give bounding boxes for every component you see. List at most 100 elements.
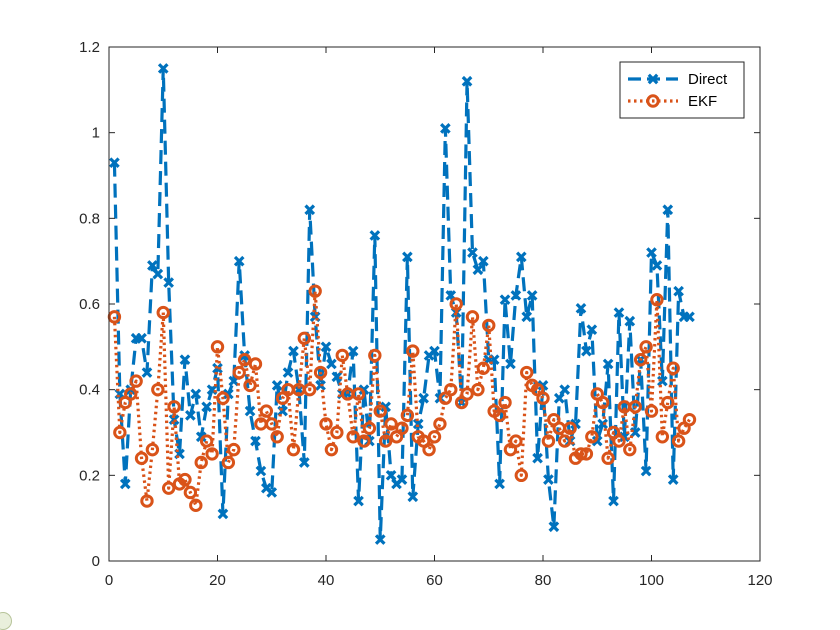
- series-ekf: [107, 284, 697, 513]
- data-point-ekf: [536, 391, 550, 405]
- data-point-direct: [624, 315, 636, 327]
- data-point-ekf: [406, 344, 420, 358]
- data-point-ekf: [346, 430, 360, 444]
- data-point-direct: [559, 384, 571, 395]
- x-tick-label: 80: [535, 572, 552, 589]
- legend-label-ekf: EKF: [688, 93, 717, 110]
- data-point-ekf: [259, 404, 274, 418]
- data-point-direct: [461, 75, 473, 87]
- data-point-direct-stroke-b: [597, 418, 609, 430]
- data-point-ekf: [520, 365, 534, 380]
- data-point-ekf: [509, 434, 523, 448]
- data-point-ekf: [248, 357, 263, 371]
- data-point-direct-stroke-b: [543, 474, 554, 485]
- data-point-direct-stroke-b: [440, 123, 451, 134]
- data-point-direct-stroke-b: [505, 358, 516, 370]
- y-tick-label: 1: [92, 125, 100, 142]
- data-point-direct-stroke-b: [396, 474, 408, 485]
- data-point-ekf: [232, 365, 246, 380]
- data-point-direct: [223, 388, 234, 400]
- series-line-ekf: [112, 289, 691, 507]
- series-direct: [109, 63, 695, 545]
- data-point-direct-stroke-b: [537, 380, 549, 391]
- legend-item-ekf: EKF: [628, 93, 717, 110]
- data-point-direct-stroke-b: [163, 277, 175, 288]
- data-point-direct: [255, 465, 267, 477]
- data-point-ekf: [655, 430, 670, 444]
- data-point-ekf: [303, 382, 317, 397]
- data-point-direct-stroke-b: [147, 260, 158, 271]
- data-point-ekf: [156, 305, 170, 320]
- data-point-ekf: [682, 412, 697, 427]
- data-point-direct-stroke-b: [288, 345, 299, 357]
- data-point-ekf: [124, 387, 138, 401]
- data-point-direct-stroke-b: [282, 367, 294, 378]
- data-point-direct: [347, 345, 359, 357]
- data-point-direct-stroke-b: [559, 384, 571, 395]
- data-point-direct-stroke-b: [667, 474, 679, 485]
- data-point-direct: [320, 341, 332, 353]
- data-point-ekf: [373, 404, 387, 418]
- data-point-direct-stroke-b: [575, 302, 587, 314]
- data-point-direct: [201, 401, 212, 413]
- data-point-direct-stroke-b: [494, 478, 505, 490]
- data-point-direct: [684, 311, 695, 323]
- data-point-direct-stroke-b: [152, 268, 164, 280]
- data-point-ekf: [612, 434, 626, 448]
- data-point-direct-stroke-b: [374, 534, 386, 545]
- data-point-ekf: [189, 498, 203, 513]
- data-point-ekf: [465, 310, 480, 324]
- data-point-direct: [515, 251, 527, 263]
- data-point-ekf: [558, 434, 572, 448]
- data-point-ekf: [351, 387, 366, 401]
- data-point-direct-stroke-b: [217, 508, 229, 520]
- data-point-direct: [477, 255, 489, 267]
- data-point-ekf: [574, 447, 588, 461]
- data-point-direct-stroke-b: [402, 251, 413, 263]
- data-point-ekf: [297, 331, 311, 345]
- data-point-ekf: [313, 365, 328, 380]
- x-tick-label: 60: [426, 572, 443, 589]
- data-point-ekf: [324, 442, 339, 457]
- data-point-direct-stroke-b: [304, 204, 316, 216]
- data-point-ekf: [633, 352, 648, 367]
- data-point-direct-stroke-b: [657, 375, 668, 387]
- data-point-direct: [640, 465, 652, 477]
- data-point-direct-stroke-b: [629, 427, 641, 438]
- data-point-ekf: [129, 374, 143, 388]
- data-point-direct: [369, 230, 381, 241]
- data-point-direct-stroke-b: [119, 478, 131, 490]
- data-point-ekf: [183, 485, 198, 500]
- data-point-direct: [233, 255, 245, 267]
- data-point-direct-stroke-b: [206, 384, 218, 395]
- y-tick-label: 0.2: [79, 467, 100, 484]
- data-point-direct-stroke-b: [195, 431, 207, 443]
- data-point-direct: [250, 435, 261, 447]
- data-point-ekf: [243, 378, 257, 393]
- data-point-direct: [543, 474, 554, 485]
- data-point-direct-stroke-b: [586, 324, 598, 336]
- data-point-ekf: [265, 417, 279, 431]
- data-point-direct-stroke-b: [185, 410, 196, 421]
- data-point-direct-stroke-b: [223, 388, 234, 400]
- data-point-direct-stroke-b: [613, 307, 625, 318]
- data-point-ekf: [427, 430, 442, 444]
- data-point-direct: [282, 367, 294, 378]
- data-point-direct-stroke-b: [526, 290, 538, 301]
- data-point-direct-stroke-b: [581, 345, 592, 357]
- data-point-ekf: [650, 293, 664, 307]
- data-point-ekf: [422, 442, 436, 457]
- x-tick-label: 0: [105, 572, 113, 589]
- data-point-ekf: [205, 447, 219, 461]
- x-tick-label: 40: [318, 572, 335, 589]
- data-point-direct-stroke-b: [250, 435, 261, 447]
- data-point-direct: [467, 247, 478, 258]
- data-point-direct: [548, 521, 560, 533]
- data-point-ekf: [210, 340, 225, 354]
- data-point-ekf: [400, 408, 415, 423]
- data-point-direct: [667, 474, 679, 485]
- data-point-ekf: [357, 434, 371, 448]
- data-point-ekf: [482, 318, 496, 333]
- data-point-direct-stroke-b: [255, 465, 267, 477]
- data-point-direct: [662, 204, 674, 216]
